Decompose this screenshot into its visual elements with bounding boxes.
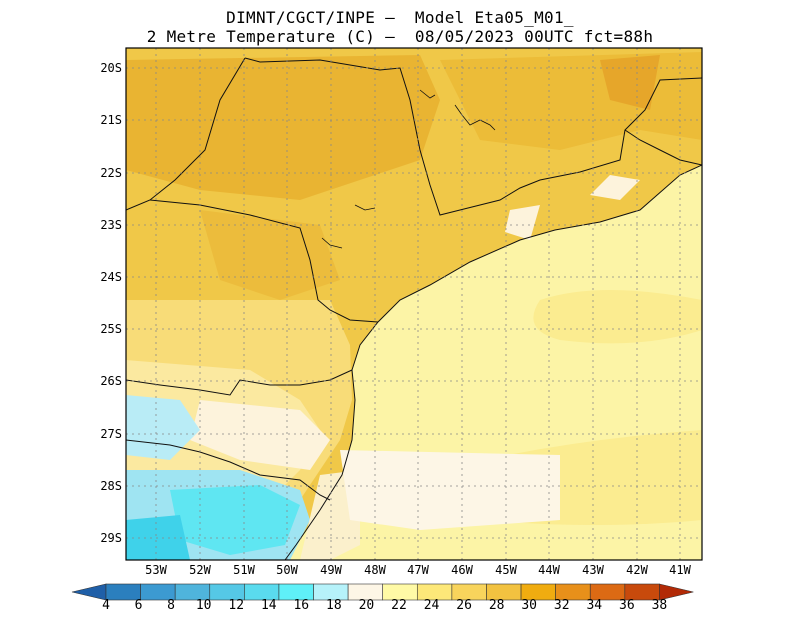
lon-label-46w: 46W <box>451 563 473 577</box>
colorbar-label: 4 <box>102 598 110 613</box>
offshore-warm-band <box>533 290 702 344</box>
lat-label-21s: 21S <box>100 113 122 127</box>
sc-rs-border <box>126 439 331 501</box>
sp-pr-border <box>149 199 379 323</box>
lat-label-27s: 27S <box>100 427 122 441</box>
offshore-cool-patch <box>340 450 560 530</box>
colorbar-label: 18 <box>326 598 342 613</box>
lat-label-29s: 29S <box>100 531 122 545</box>
map-field <box>126 48 702 560</box>
borders <box>126 57 702 560</box>
ms-border <box>126 57 246 211</box>
colorbar-label: 12 <box>228 598 245 613</box>
map-title-line-2: 2 Metre Temperature (C) – 08/05/2023 00U… <box>146 27 654 46</box>
colorbar-label: 26 <box>456 598 472 613</box>
lon-label-50w: 50W <box>276 563 298 577</box>
colorbar <box>71 583 694 601</box>
colorbar-label: 6 <box>134 598 143 613</box>
lon-label-44w: 44W <box>538 563 560 577</box>
rj-border <box>624 129 702 166</box>
coastal-cool-south <box>300 470 360 560</box>
colorbar-label: 22 <box>391 598 407 613</box>
reservoirs <box>321 89 496 249</box>
colorbar-label: 20 <box>358 598 375 613</box>
colorbar-label: 38 <box>651 598 668 613</box>
colorbar-label: 32 <box>553 598 570 613</box>
lon-label-47w: 47W <box>407 563 429 577</box>
lon-label-51w: 51W <box>233 563 255 577</box>
colorbar-label: 28 <box>488 598 505 613</box>
lat-label-23s: 23S <box>100 218 122 232</box>
coastline <box>284 164 702 560</box>
lon-label-52w: 52W <box>189 563 211 577</box>
lat-label-22s: 22S <box>100 166 122 180</box>
cold-west-patch <box>126 395 200 460</box>
lon-label-48w: 48W <box>364 563 386 577</box>
lat-label-25s: 25S <box>100 322 122 336</box>
lon-label-49w: 49W <box>320 563 342 577</box>
lon-label-45w: 45W <box>495 563 517 577</box>
colorbar-label: 10 <box>195 598 212 613</box>
map-title-line-1: DIMNT/CGCT/INPE – Model Eta05_M01_ <box>226 8 574 27</box>
coldest-southwest <box>126 515 190 560</box>
hot-spot-northeast <box>600 55 660 110</box>
warm-interior-north <box>126 55 440 200</box>
lat-label-20s: 20S <box>100 61 122 75</box>
graticule <box>126 48 702 560</box>
lon-label-41w: 41W <box>669 563 691 577</box>
colorbar-label: 16 <box>293 598 310 613</box>
lat-label-28s: 28S <box>100 479 122 493</box>
colorbar-label: 34 <box>586 598 603 613</box>
mountain-cool-patch <box>590 175 640 200</box>
colorbar-label: 36 <box>619 598 635 613</box>
lat-label-24s: 24S <box>100 270 122 284</box>
cool-plateau <box>190 400 330 470</box>
colorbar-label: 30 <box>521 598 538 613</box>
lon-label-53w: 53W <box>145 563 167 577</box>
lon-label-43w: 43W <box>582 563 604 577</box>
colorbar-label: 14 <box>260 598 277 613</box>
pr-sc-border <box>126 369 353 396</box>
colorbar-label: 8 <box>167 598 175 613</box>
lon-label-42w: 42W <box>626 563 648 577</box>
map-border <box>125 47 703 561</box>
colorbar-right-arrow <box>659 583 694 601</box>
colorbar-label: 24 <box>423 598 440 613</box>
coldest-region <box>170 485 300 555</box>
warm-interior-parana <box>200 210 340 300</box>
serra-cool-patch <box>505 205 540 240</box>
lat-label-26s: 26S <box>100 374 122 388</box>
